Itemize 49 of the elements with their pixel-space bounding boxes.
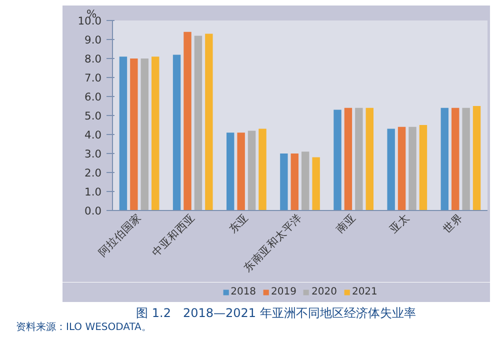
bar bbox=[152, 56, 160, 210]
y-tick-label: 1.0 bbox=[84, 186, 102, 198]
bar bbox=[312, 157, 320, 210]
y-tick-label: 4.0 bbox=[84, 128, 102, 142]
bar bbox=[290, 154, 298, 210]
y-tick-label: 6.0 bbox=[84, 90, 102, 104]
x-tick-label: 南亚 bbox=[333, 210, 358, 236]
bar bbox=[237, 132, 245, 210]
legend-label: 2019 bbox=[271, 286, 296, 298]
x-tick-label: 世界 bbox=[440, 210, 466, 236]
bar bbox=[387, 128, 395, 210]
bar bbox=[419, 125, 428, 210]
x-tick-label: 中亚和西亚 bbox=[149, 210, 198, 259]
bar bbox=[366, 108, 374, 210]
bar bbox=[184, 32, 192, 210]
x-tick-label: 东亚 bbox=[226, 210, 252, 236]
bar bbox=[462, 108, 470, 210]
legend-label: 2021 bbox=[352, 286, 378, 298]
bar bbox=[248, 130, 256, 210]
text: 资料来源：ILO WESODATA。 bbox=[16, 321, 152, 335]
y-tick-label: 5.0 bbox=[84, 110, 102, 122]
y-tick-label: 7.0 bbox=[84, 72, 102, 84]
bar bbox=[205, 34, 213, 210]
bar bbox=[344, 108, 352, 210]
bar bbox=[398, 126, 406, 210]
bar bbox=[172, 54, 181, 210]
y-tick-label: 8.0 bbox=[84, 52, 102, 66]
bar bbox=[355, 108, 363, 210]
bar bbox=[472, 106, 481, 210]
bar bbox=[302, 152, 310, 210]
bar bbox=[140, 58, 148, 210]
bar bbox=[408, 126, 416, 210]
bar bbox=[194, 36, 202, 210]
bar bbox=[452, 108, 460, 210]
bar bbox=[130, 58, 138, 210]
bar bbox=[119, 56, 128, 210]
bar bbox=[226, 132, 234, 210]
y-tick-label: 9.0 bbox=[84, 34, 102, 46]
bar bbox=[280, 154, 288, 210]
y-tick-label: 0.0 bbox=[84, 204, 102, 218]
y-tick-label: 3.0 bbox=[84, 148, 102, 160]
bar bbox=[440, 108, 448, 210]
legend-label: 2018 bbox=[230, 286, 256, 298]
legend-label: 2020 bbox=[312, 286, 337, 298]
x-tick-label: 亚太 bbox=[386, 210, 412, 236]
y-tick-label: 2.0 bbox=[84, 166, 102, 180]
bar bbox=[258, 128, 266, 210]
text: 图 1.2 2018—2021 年亚洲不同地区经济体失业率 bbox=[136, 305, 416, 322]
bar bbox=[334, 110, 342, 210]
